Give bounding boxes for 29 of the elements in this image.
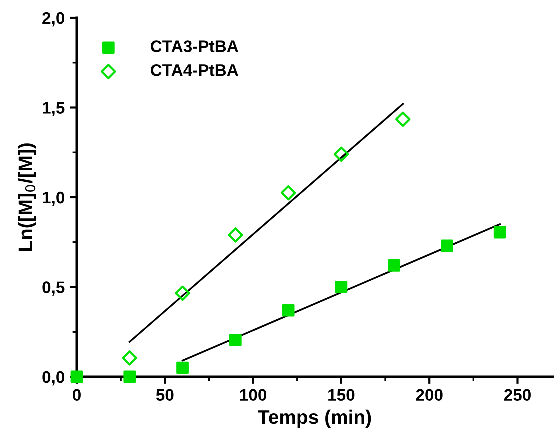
point: [334, 146, 350, 162]
y-tick-label: 0,5: [42, 282, 65, 296]
x-tick-label: 200: [416, 389, 443, 402]
x-tick-label: 100: [240, 389, 267, 402]
point: [335, 281, 348, 294]
legend-label: CTA3-PtBA: [151, 40, 238, 52]
point: [176, 362, 189, 374]
point: [124, 370, 136, 384]
point: [282, 304, 295, 317]
y-tick-label: 2,0: [42, 12, 65, 27]
point: [441, 240, 454, 252]
x-tick-label: 150: [328, 389, 355, 402]
point: [280, 185, 296, 201]
x-tick-label: 50: [156, 389, 174, 402]
point: [175, 286, 190, 302]
point: [388, 260, 401, 272]
x-tick-label: 250: [504, 389, 531, 402]
x-tick-label: 0: [73, 389, 81, 402]
y-axis-title: Ln([M]$_{0}$/[M]): [18, 144, 36, 252]
y-tick-label: 1,5: [43, 102, 65, 116]
point: [229, 334, 242, 346]
point: [122, 350, 138, 366]
y-tick-label: 0,0: [42, 371, 65, 386]
x-axis-title: Temps (min): [258, 410, 372, 428]
point: [494, 226, 506, 239]
y-tick-label: 1,0: [43, 192, 65, 206]
point: [396, 112, 411, 128]
point: [228, 228, 244, 243]
legend-label: CTA4-PtBA: [151, 64, 238, 76]
